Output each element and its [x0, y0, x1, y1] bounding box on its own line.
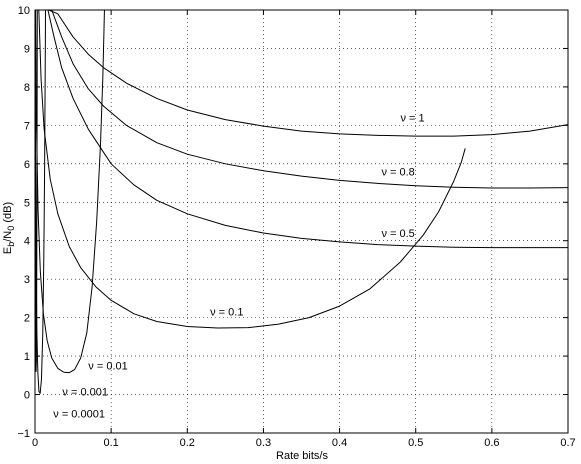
plot-frame: [34, 9, 569, 434]
x-tick-label: 0.3: [256, 437, 271, 449]
y-tick-label: 6: [24, 159, 30, 171]
y-tick-label: 2: [24, 313, 30, 325]
series-line: [51, 10, 568, 189]
curve-label: ν = 0.5: [381, 228, 414, 240]
series-layer: [35, 10, 568, 394]
grid: [35, 10, 568, 433]
curve-label: ν = 0.0001: [53, 409, 105, 421]
curve-label: ν = 0.8: [381, 166, 414, 178]
curve-label: ν = 1: [400, 113, 424, 125]
y-tick-label: 0: [24, 390, 30, 402]
y-tick-label: 4: [24, 236, 30, 248]
series-line: [47, 10, 568, 249]
x-tick-label: 0: [32, 437, 38, 449]
series-line: [38, 10, 466, 329]
series-line: [35, 10, 105, 374]
x-tick-label: 0.5: [408, 437, 423, 449]
y-tick-label: 10: [18, 5, 30, 17]
y-tick-label: −1: [17, 428, 30, 440]
x-tick-label: 0.7: [560, 437, 575, 449]
curve-label: ν = 0.01: [88, 361, 127, 373]
x-tick-label: 0.1: [103, 437, 118, 449]
y-axis-label: Eb/N0 (dB): [2, 202, 16, 254]
x-tick-label: 0.4: [332, 437, 347, 449]
x-tick-label: 0.6: [484, 437, 499, 449]
annotations: ν = 1 ν = 0.8 ν = 0.5 ν = 0.1 ν = 0.01 ν = 0.…: [53, 113, 424, 421]
y-tick-label: 9: [24, 43, 30, 55]
x-axis-label: Rate bits/s: [276, 450, 328, 462]
y-tick-label: 3: [24, 274, 30, 286]
y-tick-label: 1: [24, 351, 30, 363]
y-tick-label: 8: [24, 82, 30, 94]
series-line: [48, 10, 568, 137]
y-tick-label: 7: [24, 120, 30, 132]
curve-label: ν = 0.1: [210, 307, 243, 319]
x-tick-label: 0.2: [180, 437, 195, 449]
y-tick-label: 5: [24, 197, 30, 209]
curve-label: ν = 0.001: [62, 386, 108, 398]
